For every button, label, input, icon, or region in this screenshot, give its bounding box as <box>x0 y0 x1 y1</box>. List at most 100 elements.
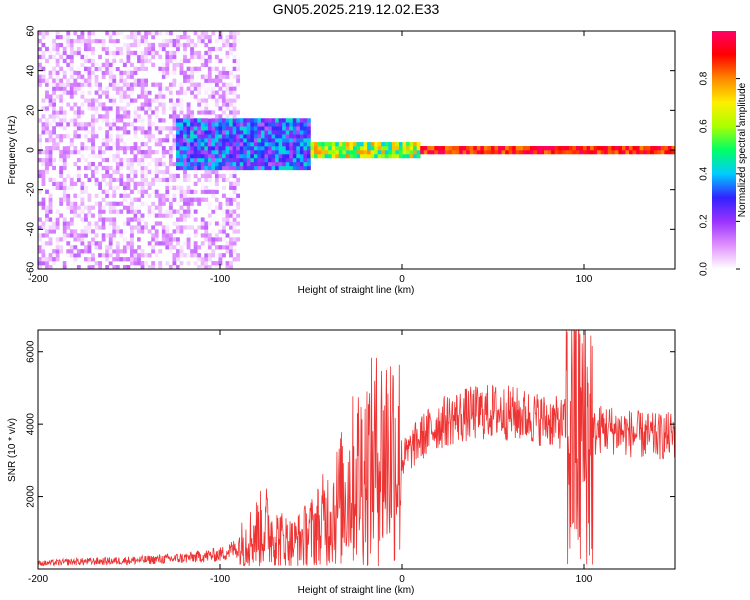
spectrogram-cell <box>483 146 488 151</box>
spectrogram-cell <box>257 150 262 155</box>
spectrogram-cell <box>257 126 262 131</box>
spectrogram-cell <box>345 150 350 155</box>
spectrogram-cell <box>126 102 131 107</box>
spectrogram-cell <box>214 122 219 127</box>
spectrogram-cell <box>204 74 209 79</box>
spectrogram-cell <box>151 34 156 40</box>
spectrogram-cell <box>151 98 156 103</box>
spectrogram-cell <box>214 118 219 123</box>
spectrogram-cell <box>140 181 145 186</box>
spectrogram-cell <box>87 94 92 99</box>
spectrogram-cell <box>73 134 78 139</box>
spectrogram-cell <box>370 142 375 147</box>
spectrogram-cell <box>285 165 290 171</box>
spectrogram-cell <box>186 34 191 40</box>
spectrogram-cell <box>168 177 173 183</box>
spectrogram-cell <box>172 261 177 266</box>
spectrogram-cell <box>52 146 56 151</box>
spectrogram-cell <box>112 74 117 79</box>
spectrogram-cell <box>176 173 180 179</box>
spectrogram-cell <box>137 106 141 111</box>
spectrogram-cell <box>197 106 202 111</box>
spectrogram-cell <box>94 118 99 123</box>
spectrogram-cell <box>239 150 244 155</box>
spectrogram-cell <box>321 146 325 151</box>
spectrogram-cell <box>225 213 230 218</box>
spectrogram-cell <box>176 38 180 44</box>
spectrogram-cell <box>126 66 131 71</box>
spectrogram-cell <box>292 118 297 123</box>
spectrogram-cell <box>257 134 262 139</box>
spectrogram-cell <box>441 146 446 151</box>
spectrogram-cell <box>126 122 131 127</box>
spectrogram-cell <box>204 138 209 143</box>
spectrogram-cell <box>122 114 127 119</box>
spectrogram-cell <box>646 150 651 155</box>
spectrogram-cell <box>229 157 233 163</box>
spectrogram-cell <box>186 165 191 171</box>
spectrogram-cell <box>52 142 56 147</box>
spectrogram-cell <box>377 150 382 155</box>
spectrogram-cell <box>236 142 241 147</box>
spectrogram-cell <box>147 169 152 175</box>
spectrogram-cell <box>214 114 219 119</box>
spectrogram-cell <box>154 173 159 179</box>
spectrogram-cell <box>105 86 110 91</box>
spectrogram-cell <box>154 114 159 119</box>
spectrogram-x-tick-label: 100 <box>576 274 593 285</box>
spectrogram-cell <box>200 38 205 44</box>
spectrogram-cell <box>236 237 241 242</box>
spectrogram-cell <box>45 153 49 159</box>
spectrogram-cell <box>253 146 258 151</box>
spectrogram-cell <box>168 213 173 218</box>
spectrogram-cell <box>69 209 74 214</box>
spectrogram-cell <box>126 265 131 270</box>
spectrogram-cell <box>130 209 134 214</box>
spectrogram-cell <box>80 94 85 99</box>
spectrogram-cell <box>296 161 301 167</box>
spectrogram-cell <box>94 98 99 103</box>
spectrogram-cell <box>133 42 138 48</box>
spectrogram-cell <box>165 261 170 266</box>
spectrogram-cell <box>62 221 67 226</box>
spectrogram-cell <box>84 82 88 87</box>
spectrogram-cell <box>158 201 163 206</box>
spectrogram-cell <box>193 31 198 36</box>
spectrogram-cell <box>444 146 449 151</box>
spectrogram-cell <box>306 161 311 167</box>
spectrogram-cell <box>52 185 56 190</box>
spectrogram-cell <box>257 161 262 167</box>
spectrogram-cell <box>144 90 149 95</box>
spectrogram-cell <box>186 66 191 71</box>
spectrogram-cell <box>575 150 580 155</box>
spectrogram-cell <box>55 46 60 52</box>
spectrogram-cell <box>292 130 297 135</box>
spectrogram-cell <box>522 150 527 155</box>
spectrogram-cell <box>214 102 219 107</box>
spectrogram-cell <box>222 209 226 214</box>
spectrogram-cell <box>197 42 202 48</box>
spectrogram-cell <box>115 46 120 52</box>
spectrogram-cell <box>98 225 102 230</box>
spectrogram-cell <box>303 122 308 127</box>
spectrogram-cell <box>108 94 113 99</box>
spectrogram-cell <box>151 237 156 242</box>
spectrogram-cell <box>91 142 95 147</box>
spectrogram-cell <box>108 106 113 111</box>
spectrogram-cell <box>190 50 195 56</box>
spectrogram-cell <box>137 31 141 36</box>
spectrogram-cell <box>45 46 49 52</box>
spectrogram-cell <box>168 241 173 246</box>
spectrogram-cell <box>229 134 233 139</box>
spectrogram-cell <box>161 237 166 242</box>
spectrogram-cell <box>80 31 85 36</box>
spectrogram-cell <box>87 82 92 87</box>
spectrogram-cell <box>52 46 56 52</box>
spectrogram-cell <box>151 46 156 52</box>
spectrogram-cell <box>158 261 163 266</box>
spectrogram-cell <box>218 78 223 83</box>
spectrogram-cell <box>108 257 113 262</box>
spectrogram-cell <box>158 221 163 226</box>
spectrogram-cell <box>183 150 187 155</box>
spectrogram-cell <box>59 54 64 60</box>
